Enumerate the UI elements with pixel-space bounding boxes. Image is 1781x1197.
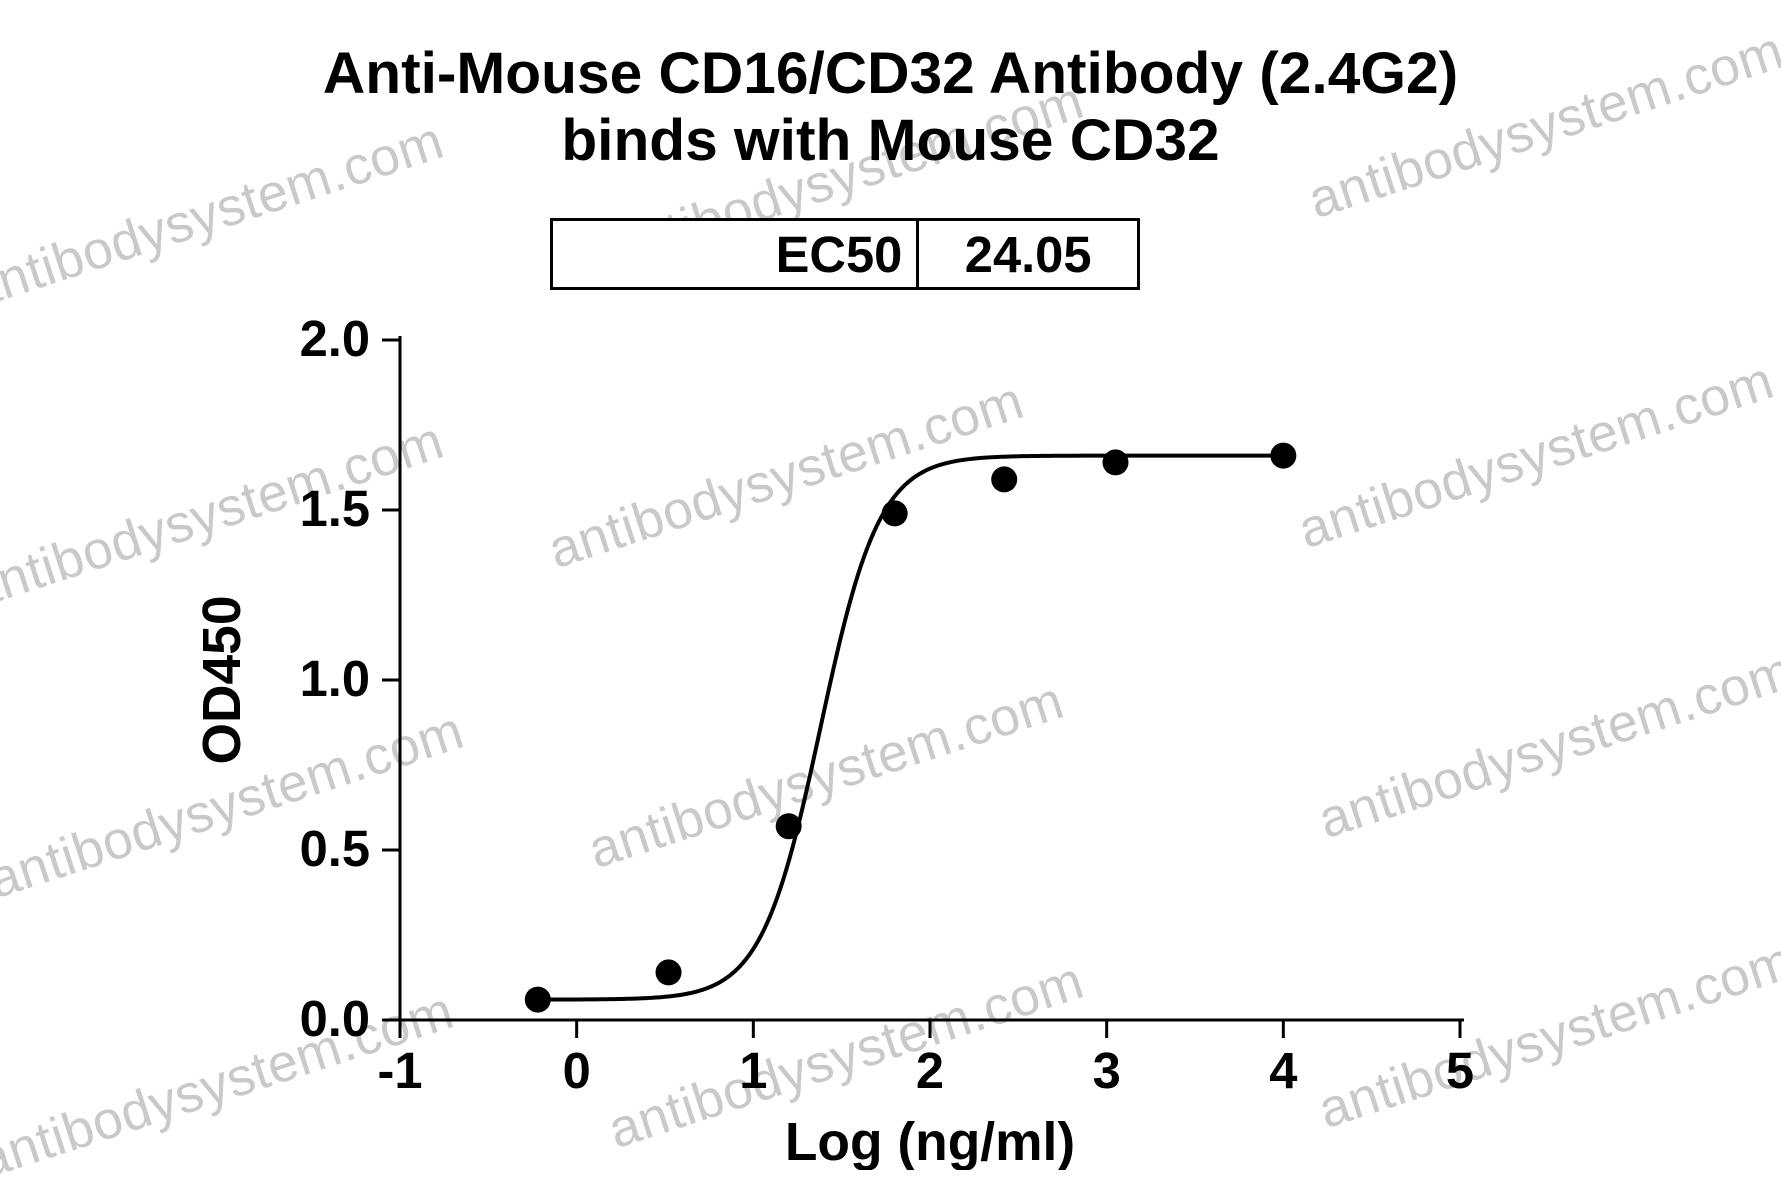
data-point [1270,443,1296,469]
data-point [656,959,682,985]
x-tick-label: 3 [1093,1042,1121,1099]
chart-title: Anti-Mouse CD16/CD32 Antibody (2.4G2) bi… [0,40,1781,175]
x-tick-label: 1 [739,1042,767,1099]
x-axis-label: Log (ng/ml) [785,1113,1075,1170]
chart-title-line2: binds with Mouse CD32 [0,107,1781,174]
fit-curve [538,456,1284,1000]
x-tick-label: 4 [1269,1042,1297,1099]
y-tick-label: 0.5 [300,820,370,877]
x-tick-label: 0 [563,1042,591,1099]
binding-curve-chart: -1 0 1 2 3 4 5 0.0 0.5 1.0 1.5 2.0 Log (ng/ml) OD450 [170,300,1540,1170]
data-point [991,466,1017,492]
data-point [525,987,551,1013]
ec50-label-cell: EC50 [553,221,919,287]
y-tick-label: 1.5 [300,480,370,537]
y-tick-label: 2.0 [300,310,370,367]
y-tick-label: 1.0 [300,650,370,707]
data-point [882,500,908,526]
data-point [776,813,802,839]
y-tick-label: 0.0 [300,990,370,1047]
y-axis-label: OD450 [193,596,252,765]
x-tick-label: 2 [916,1042,944,1099]
chart-title-line1: Anti-Mouse CD16/CD32 Antibody (2.4G2) [0,40,1781,107]
ec50-value-cell: 24.05 [919,221,1137,287]
chart-svg: -1 0 1 2 3 4 5 0.0 0.5 1.0 1.5 2.0 Log (ng/ml) OD450 [170,300,1540,1170]
x-tick-label: -1 [377,1042,422,1099]
data-point [1103,449,1129,475]
x-tick-label: 5 [1446,1042,1474,1099]
ec50-table: EC50 24.05 [550,218,1140,290]
